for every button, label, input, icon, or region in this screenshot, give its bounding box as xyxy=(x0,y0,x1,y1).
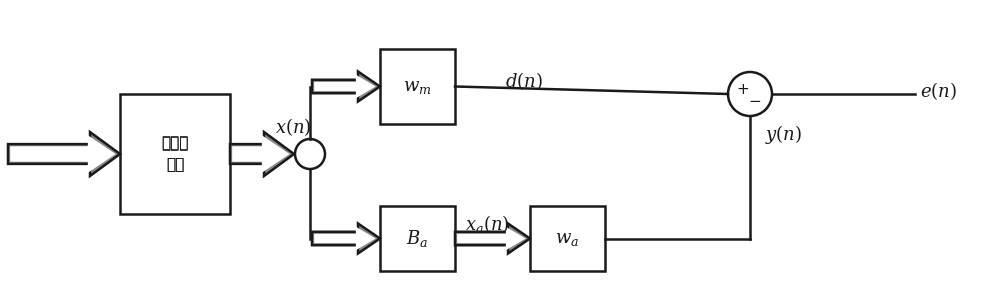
Bar xyxy=(380,49,455,124)
Text: $e(n)$: $e(n)$ xyxy=(920,80,957,102)
Bar xyxy=(120,94,230,214)
Text: +: + xyxy=(736,82,749,97)
Polygon shape xyxy=(312,223,380,253)
Bar xyxy=(380,206,455,271)
Polygon shape xyxy=(314,75,376,98)
Polygon shape xyxy=(312,71,380,101)
Text: $w_a$: $w_a$ xyxy=(555,229,580,247)
Text: −: − xyxy=(748,94,761,109)
Polygon shape xyxy=(8,132,120,176)
Text: $x_a(n)$: $x_a(n)$ xyxy=(465,213,509,235)
Polygon shape xyxy=(230,132,294,176)
Polygon shape xyxy=(10,135,116,173)
Bar xyxy=(530,206,605,271)
Text: $B_a$: $B_a$ xyxy=(406,228,429,249)
Polygon shape xyxy=(232,135,290,173)
Text: $d(n)$: $d(n)$ xyxy=(505,70,543,92)
Text: 预延迟
处理: 预延迟 处理 xyxy=(161,136,189,173)
Polygon shape xyxy=(457,227,526,250)
Polygon shape xyxy=(314,227,376,250)
Text: $w_m$: $w_m$ xyxy=(403,77,432,95)
Text: $y(n)$: $y(n)$ xyxy=(765,123,802,145)
Text: $x(n)$: $x(n)$ xyxy=(275,116,311,138)
Polygon shape xyxy=(455,223,530,253)
Text: 预延迟
处理: 预延迟 处理 xyxy=(161,136,189,172)
